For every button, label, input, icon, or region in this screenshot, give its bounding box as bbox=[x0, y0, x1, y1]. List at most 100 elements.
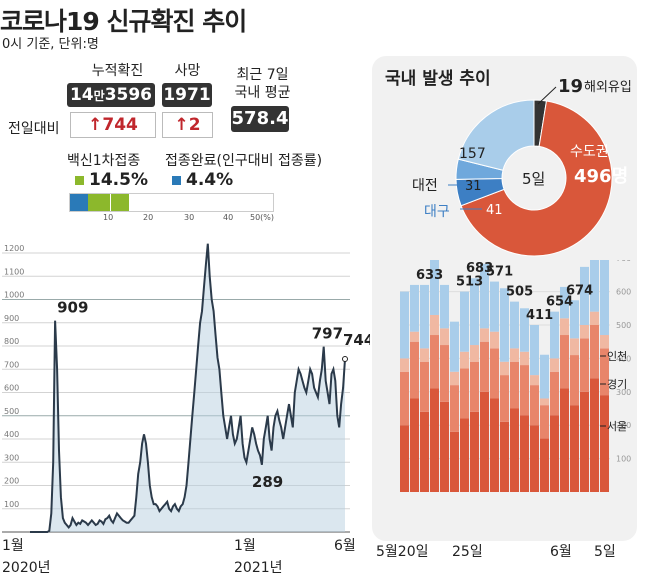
y-tick-label: 200 bbox=[4, 477, 19, 486]
deaths-value: 1971 bbox=[162, 83, 212, 107]
avg7-label: 최근 7일 국내 평균 bbox=[234, 67, 291, 101]
bar-segment bbox=[600, 335, 609, 349]
bar-segment bbox=[430, 260, 439, 315]
bar-segment bbox=[480, 328, 489, 342]
x-tick-label: 5월20일 bbox=[376, 544, 428, 560]
bar-segment bbox=[410, 341, 419, 399]
y-tick-label: 1200 bbox=[4, 244, 24, 253]
cases-series-line bbox=[30, 243, 346, 533]
avg7-value: 578.4 bbox=[231, 106, 289, 132]
bar-segment bbox=[590, 378, 599, 492]
bar-segment bbox=[440, 345, 449, 402]
donut-center-label: 5일 bbox=[522, 170, 545, 188]
bar-segment bbox=[410, 284, 419, 332]
bar-segment bbox=[450, 385, 459, 432]
x-tick-label: 6월 bbox=[334, 538, 356, 554]
daejeon-label: 대전 bbox=[412, 178, 438, 194]
bar-segment bbox=[480, 263, 489, 329]
y-tick-label: 1000 bbox=[4, 291, 24, 300]
bar-segment bbox=[420, 411, 429, 492]
daily-cases-line-chart: 100 200 300 400 500 600 700 800 900 1000 1100 1200 9… bbox=[2, 243, 370, 576]
bar-segment bbox=[410, 398, 419, 492]
y-tick-label: 300 bbox=[4, 453, 19, 462]
page-title: 코로나19 신규확진 추이 bbox=[0, 7, 247, 36]
bar-segment bbox=[510, 301, 519, 349]
bar-segment bbox=[440, 284, 449, 329]
bar-segment bbox=[510, 361, 519, 409]
y-tick-label: 200 bbox=[616, 421, 631, 430]
bar-segment bbox=[560, 318, 569, 336]
x-tick-label: 1월 bbox=[2, 538, 24, 554]
bar-segment bbox=[400, 291, 409, 359]
page-subtitle: 0시 기준, 단위:명 bbox=[2, 37, 99, 52]
bar-segment bbox=[540, 438, 549, 492]
peak-label: 744 bbox=[343, 331, 370, 349]
y-tick-label: 300 bbox=[616, 388, 631, 397]
donut-slice bbox=[457, 99, 535, 171]
cumulative-value: 14만3596 bbox=[67, 83, 155, 107]
y-tick-label: 500 bbox=[616, 321, 631, 330]
bar-segment bbox=[460, 368, 469, 419]
vax-scale-10: 10 bbox=[103, 213, 114, 222]
vax-scale-20: 20 bbox=[143, 213, 154, 222]
bar-total-label: 505 bbox=[506, 285, 533, 300]
y-tick-label: 400 bbox=[616, 354, 631, 363]
y-tick-label: 600 bbox=[4, 384, 19, 393]
bar-segment bbox=[590, 311, 599, 325]
first-dose-value: 14.5% bbox=[89, 170, 148, 190]
capital-label: 수도권 bbox=[570, 144, 609, 160]
bar-segment bbox=[530, 375, 539, 386]
bar-segment bbox=[420, 284, 429, 349]
bar-segment bbox=[430, 335, 439, 389]
bar-segment bbox=[520, 308, 529, 352]
leader-line bbox=[537, 86, 557, 105]
bar-segment bbox=[580, 325, 589, 339]
bar-segment bbox=[540, 398, 549, 406]
bar-segment bbox=[490, 348, 499, 399]
bar-segment bbox=[560, 388, 569, 492]
bar-segment bbox=[530, 385, 539, 426]
full-dose-bar-fill bbox=[70, 194, 88, 211]
y-tick-label: 900 bbox=[4, 314, 19, 323]
daegu-value: 41 bbox=[486, 203, 503, 218]
bar-segment bbox=[550, 311, 559, 359]
vax-scale-50: 50(%) bbox=[250, 213, 275, 222]
bar-segment bbox=[420, 348, 429, 362]
first-dose-swatch bbox=[75, 176, 84, 185]
bar-segment bbox=[480, 391, 489, 492]
foreign-label: 해외유입 bbox=[584, 80, 632, 95]
peak-label: 289 bbox=[252, 473, 283, 491]
bar-segment bbox=[490, 281, 499, 332]
bar-segment bbox=[550, 371, 559, 416]
bar-segment bbox=[590, 260, 599, 312]
bar-segment bbox=[470, 361, 479, 412]
bar-total-label: 571 bbox=[486, 265, 513, 280]
vax-scale-40: 40 bbox=[223, 213, 234, 222]
bar-segment bbox=[520, 415, 529, 492]
bar-segment bbox=[520, 365, 529, 416]
bar-segment bbox=[540, 405, 549, 439]
vaccine-progress-bar bbox=[69, 193, 274, 212]
bar-segment bbox=[510, 348, 519, 362]
bar-segment bbox=[500, 361, 509, 376]
bar-segment bbox=[510, 408, 519, 492]
last-point-marker bbox=[342, 356, 348, 363]
bar-segment bbox=[460, 418, 469, 492]
bar-segment bbox=[530, 425, 539, 492]
peak-label: 909 bbox=[57, 299, 88, 317]
first-dose-label: 백신1차접종 bbox=[67, 153, 141, 169]
bar-segment bbox=[570, 355, 579, 406]
bar-total-label: 633 bbox=[416, 268, 443, 283]
x-year-label: 2021년 bbox=[234, 560, 283, 576]
bar-segment bbox=[580, 338, 589, 392]
y-tick-label: 1100 bbox=[4, 267, 24, 276]
vax-scale-30: 30 bbox=[184, 213, 195, 222]
domestic-stacked-bar-chart: 1002003004005006007006335136835715054116… bbox=[376, 260, 631, 560]
bar-total-label: 654 bbox=[546, 295, 573, 310]
bar-segment bbox=[450, 321, 459, 372]
bar-segment bbox=[600, 395, 609, 492]
bar-segment bbox=[440, 401, 449, 492]
bar-segment bbox=[540, 354, 549, 399]
bar-segment bbox=[490, 331, 499, 349]
